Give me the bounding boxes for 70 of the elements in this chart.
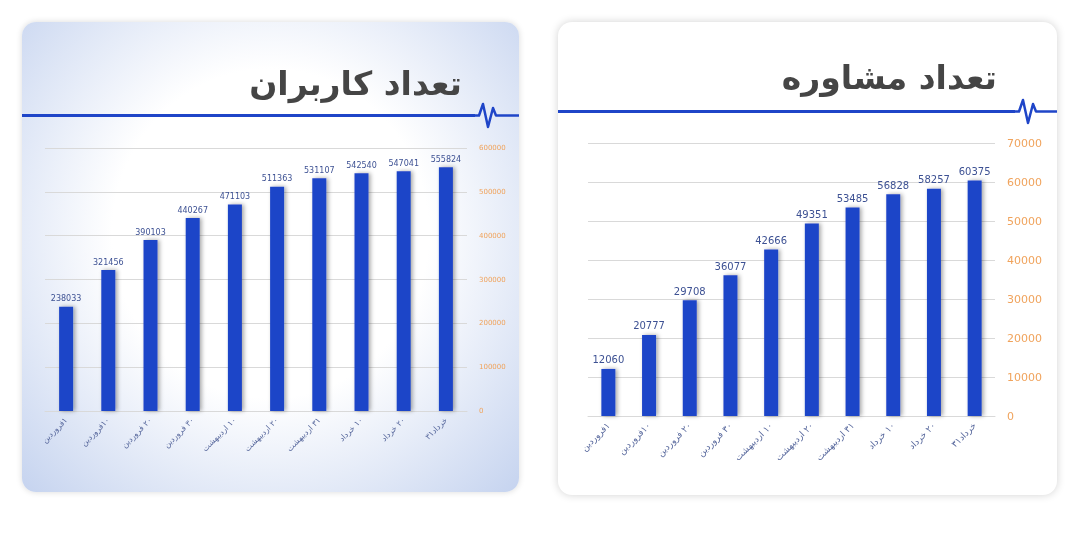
data-label: 12060: [592, 354, 625, 366]
data-label: 471103: [219, 192, 251, 201]
data-label: 36077: [714, 260, 747, 272]
bar: [926, 188, 941, 416]
bar: [312, 178, 327, 411]
bar: [804, 223, 819, 416]
x-tick-label: ۲۰ اردیبهشت: [242, 415, 281, 454]
data-label: 60375: [958, 166, 991, 178]
y-tick-label: 40000: [1007, 253, 1042, 267]
x-tick-label: ۳۰ فروردین: [695, 420, 734, 459]
bar: [764, 249, 779, 416]
data-label: 53485: [836, 192, 869, 204]
chart-title: تعداد مشاوره: [781, 58, 997, 98]
x-tick-label: ۱۰ اردیبهشت: [200, 415, 239, 454]
x-tick-label: ۲۰ فروردین: [655, 420, 694, 459]
x-tick-label: خرداد۳۱: [949, 420, 979, 450]
data-label: 56828: [877, 179, 910, 191]
x-tick-label: خرداد۳۱: [423, 415, 450, 442]
x-tick-label: ۱۰ خرداد: [866, 420, 897, 452]
bar: [601, 368, 616, 416]
y-tick-label: 70000: [1007, 136, 1042, 150]
y-tick-label: 0: [1007, 409, 1014, 423]
y-tick-label: 60000: [1007, 175, 1042, 189]
bar: [438, 167, 453, 411]
x-tick-label: ۱فروردین: [40, 415, 70, 445]
bar: [396, 171, 411, 411]
bar: [101, 270, 116, 411]
bar: [270, 186, 285, 411]
y-tick-label: 30000: [1007, 292, 1042, 306]
data-label: 440267: [177, 205, 208, 215]
x-tick-label: ۱۰فروردین: [79, 415, 112, 448]
y-tick-label: 20000: [1007, 331, 1042, 345]
x-tick-label: ۲۰ فروردین: [119, 415, 154, 450]
data-label: 547041: [388, 158, 419, 168]
bar: [185, 218, 200, 411]
x-tick-label: ۳۱ اردیبهشت: [813, 420, 857, 463]
x-tick-label: ۱۰ خرداد: [337, 415, 365, 444]
bar: [642, 334, 657, 416]
data-label: 20777: [633, 320, 665, 332]
data-label: 542540: [346, 160, 377, 170]
bar: [227, 204, 242, 411]
x-tick-label: ۲۰ خرداد: [906, 420, 938, 452]
data-label: 49351: [795, 209, 828, 221]
bar: [143, 240, 158, 411]
bar: [354, 173, 369, 411]
data-label: 238033: [50, 294, 82, 304]
x-tick-label: ۱۰ اردیبهشت: [732, 420, 775, 463]
chart-title: تعداد کاربران: [249, 64, 462, 104]
bar: [886, 194, 901, 416]
data-label: 390103: [135, 227, 166, 237]
bar: [967, 180, 982, 416]
x-tick-label: ۳۱ اردیبهشت: [284, 415, 323, 454]
x-tick-label: ۳۰ فروردین: [162, 415, 196, 450]
bar: [59, 306, 74, 411]
x-tick-label: ۲۰ خرداد: [379, 415, 407, 444]
data-label: 42666: [755, 235, 788, 247]
data-label: 58257: [918, 174, 950, 186]
data-label: 29708: [673, 285, 706, 297]
x-tick-label: ۲۰ اردیبهشت: [773, 420, 816, 463]
data-label: 531107: [304, 165, 335, 175]
x-tick-label: ۱فروردین: [579, 420, 612, 454]
y-tick-label: 50000: [1007, 214, 1042, 228]
x-tick-label: ۱۰فروردین: [616, 420, 653, 457]
data-label: 555824: [430, 154, 462, 164]
data-label: 321456: [93, 257, 124, 267]
bar: [682, 300, 697, 416]
y-tick-label: 10000: [1007, 370, 1042, 384]
data-label: 511363: [261, 174, 293, 184]
bar: [723, 275, 738, 416]
bar: [845, 207, 860, 416]
